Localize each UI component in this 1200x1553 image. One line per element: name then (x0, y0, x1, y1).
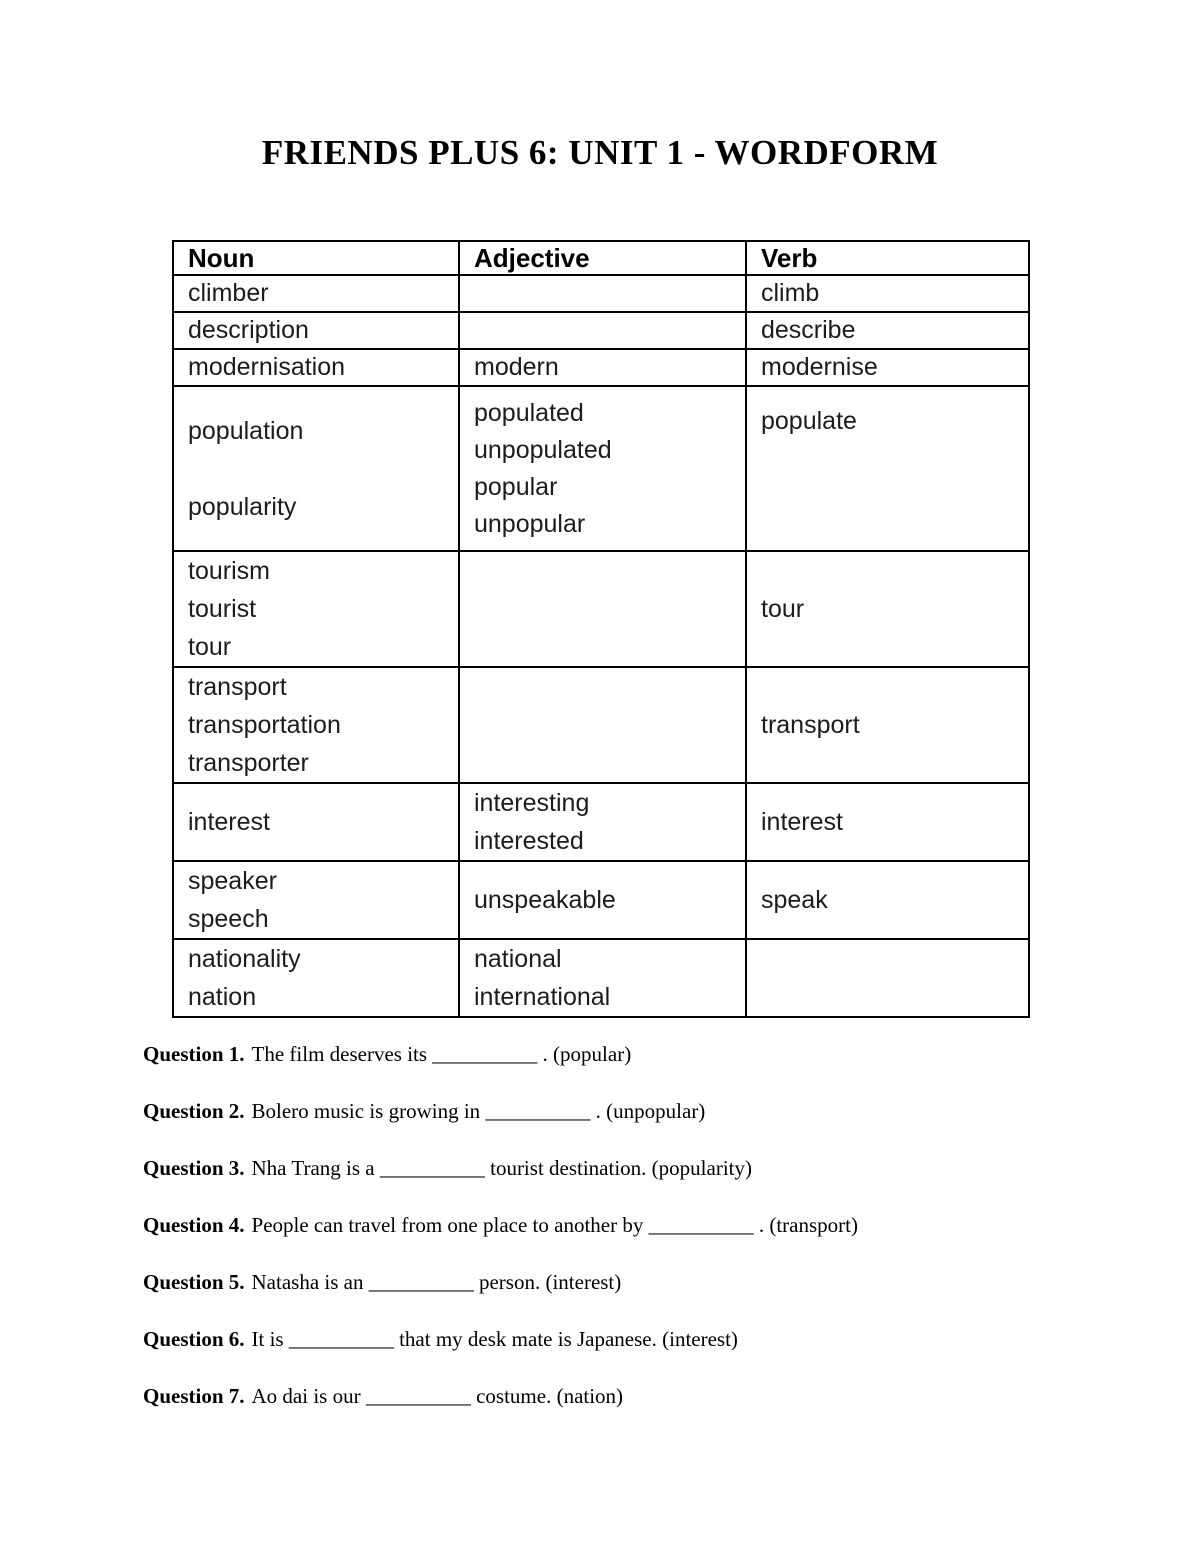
adjective-cell (458, 550, 747, 668)
noun-cell: interest (172, 782, 460, 862)
question-text: It is __________ that my desk mate is Ja… (251, 1327, 738, 1351)
noun-cell: nationality nation (172, 938, 460, 1018)
question-line: Question 6. It is __________ that my desk… (143, 1328, 1140, 1350)
noun-cell: modernisation (172, 348, 460, 387)
adjective-cell (458, 311, 747, 350)
wordform-table-container: Noun Adjective Verb climber climb descri… (172, 240, 1030, 1018)
word: interest (761, 807, 843, 836)
noun-cell: tourism tourist tour (172, 550, 460, 668)
word: speech (188, 905, 269, 933)
question-line: Question 2. Bolero music is growing in __… (143, 1100, 1140, 1122)
word: speak (761, 885, 828, 914)
word: modernise (761, 353, 878, 381)
verb-cell: speak (745, 860, 1030, 940)
word: popular (474, 472, 558, 501)
adjective-cell (458, 666, 747, 784)
question-text: People can travel from one place to anot… (251, 1213, 858, 1237)
word: description (188, 316, 309, 344)
word: nationality (188, 945, 301, 973)
question-line: Question 7. Ao dai is our __________ cost… (143, 1385, 1140, 1407)
word: populate (761, 407, 857, 435)
question-text: Ao dai is our __________ costume. (natio… (251, 1384, 624, 1408)
word: interest (188, 807, 270, 836)
question-line: Question 5. Natasha is an __________ pers… (143, 1271, 1140, 1293)
column-header-verb: Verb (745, 240, 1030, 276)
question-line: Question 4. People can travel from one pl… (143, 1214, 1140, 1236)
noun-cell: description (172, 311, 460, 350)
word: transport (761, 710, 860, 739)
table-row: tourism tourist tour tour (172, 550, 1030, 668)
adjective-cell: populated unpopulated popular unpopular (458, 385, 747, 552)
word: unspeakable (474, 885, 616, 914)
adjective-cell: national international (458, 938, 747, 1018)
word: tourism (188, 557, 270, 585)
word: transporter (188, 749, 309, 777)
verb-cell: transport (745, 666, 1030, 784)
table-row: description describe (172, 311, 1030, 350)
question-label: Question 3. (143, 1156, 245, 1180)
question-text: The film deserves its __________ . (popu… (251, 1042, 632, 1066)
table-row: transport transportation transporter tra… (172, 666, 1030, 784)
word: climb (761, 279, 820, 307)
word: population (188, 416, 304, 445)
noun-cell: climber (172, 274, 460, 313)
question-line: Question 3. Nha Trang is a __________ tou… (143, 1157, 1140, 1179)
word: unpopulated (474, 435, 612, 464)
question-text: Bolero music is growing in __________ . … (251, 1099, 706, 1123)
word: modern (474, 353, 559, 381)
word: interested (474, 827, 584, 855)
table-row: climber climb (172, 274, 1030, 313)
question-label: Question 1. (143, 1042, 245, 1066)
verb-cell: populate (745, 385, 1030, 552)
verb-cell: climb (745, 274, 1030, 313)
verb-cell: modernise (745, 348, 1030, 387)
word: international (474, 983, 611, 1011)
word: tour (188, 633, 232, 661)
noun-cell: transport transportation transporter (172, 666, 460, 784)
noun-cell: population popularity (172, 385, 460, 552)
verb-cell: interest (745, 782, 1030, 862)
questions-section: Question 1. The film deserves its _______… (143, 1043, 1140, 1442)
word: climber (188, 279, 269, 307)
column-header-adjective: Adjective (458, 240, 747, 276)
word: transport (188, 673, 287, 701)
word: describe (761, 316, 856, 344)
word: tourist (188, 595, 257, 623)
table-row: speaker speech unspeakable speak (172, 860, 1030, 940)
question-line: Question 1. The film deserves its _______… (143, 1043, 1140, 1065)
word: tour (761, 594, 805, 623)
word: nation (188, 983, 257, 1011)
word: national (474, 945, 562, 973)
word: speaker (188, 867, 277, 895)
word: transportation (188, 711, 341, 739)
question-label: Question 7. (143, 1384, 245, 1408)
adjective-cell (458, 274, 747, 313)
table-header-row: Noun Adjective Verb (172, 240, 1030, 276)
word: populated (474, 398, 584, 427)
question-label: Question 2. (143, 1099, 245, 1123)
page-title: FRIENDS PLUS 6: UNIT 1 - WORDFORM (261, 133, 939, 172)
question-label: Question 5. (143, 1270, 245, 1294)
adjective-cell: modern (458, 348, 747, 387)
column-header-noun: Noun (172, 240, 460, 276)
table-row: population popularity populated unpopula… (172, 385, 1030, 552)
question-label: Question 6. (143, 1327, 245, 1351)
table-row: interest interesting interested interest (172, 782, 1030, 862)
table-row: nationality nation national internationa… (172, 938, 1030, 1018)
word: interesting (474, 789, 590, 817)
verb-cell (745, 938, 1030, 1018)
question-label: Question 4. (143, 1213, 245, 1237)
adjective-cell: interesting interested (458, 782, 747, 862)
word: popularity (188, 492, 297, 521)
adjective-cell: unspeakable (458, 860, 747, 940)
question-text: Natasha is an __________ person. (intere… (251, 1270, 622, 1294)
question-text: Nha Trang is a __________ tourist destin… (251, 1156, 752, 1180)
wordform-table: Noun Adjective Verb climber climb descri… (172, 240, 1030, 1018)
word: modernisation (188, 353, 346, 381)
word: unpopular (474, 509, 586, 538)
noun-cell: speaker speech (172, 860, 460, 940)
verb-cell: tour (745, 550, 1030, 668)
verb-cell: describe (745, 311, 1030, 350)
table-row: modernisation modern modernise (172, 348, 1030, 387)
